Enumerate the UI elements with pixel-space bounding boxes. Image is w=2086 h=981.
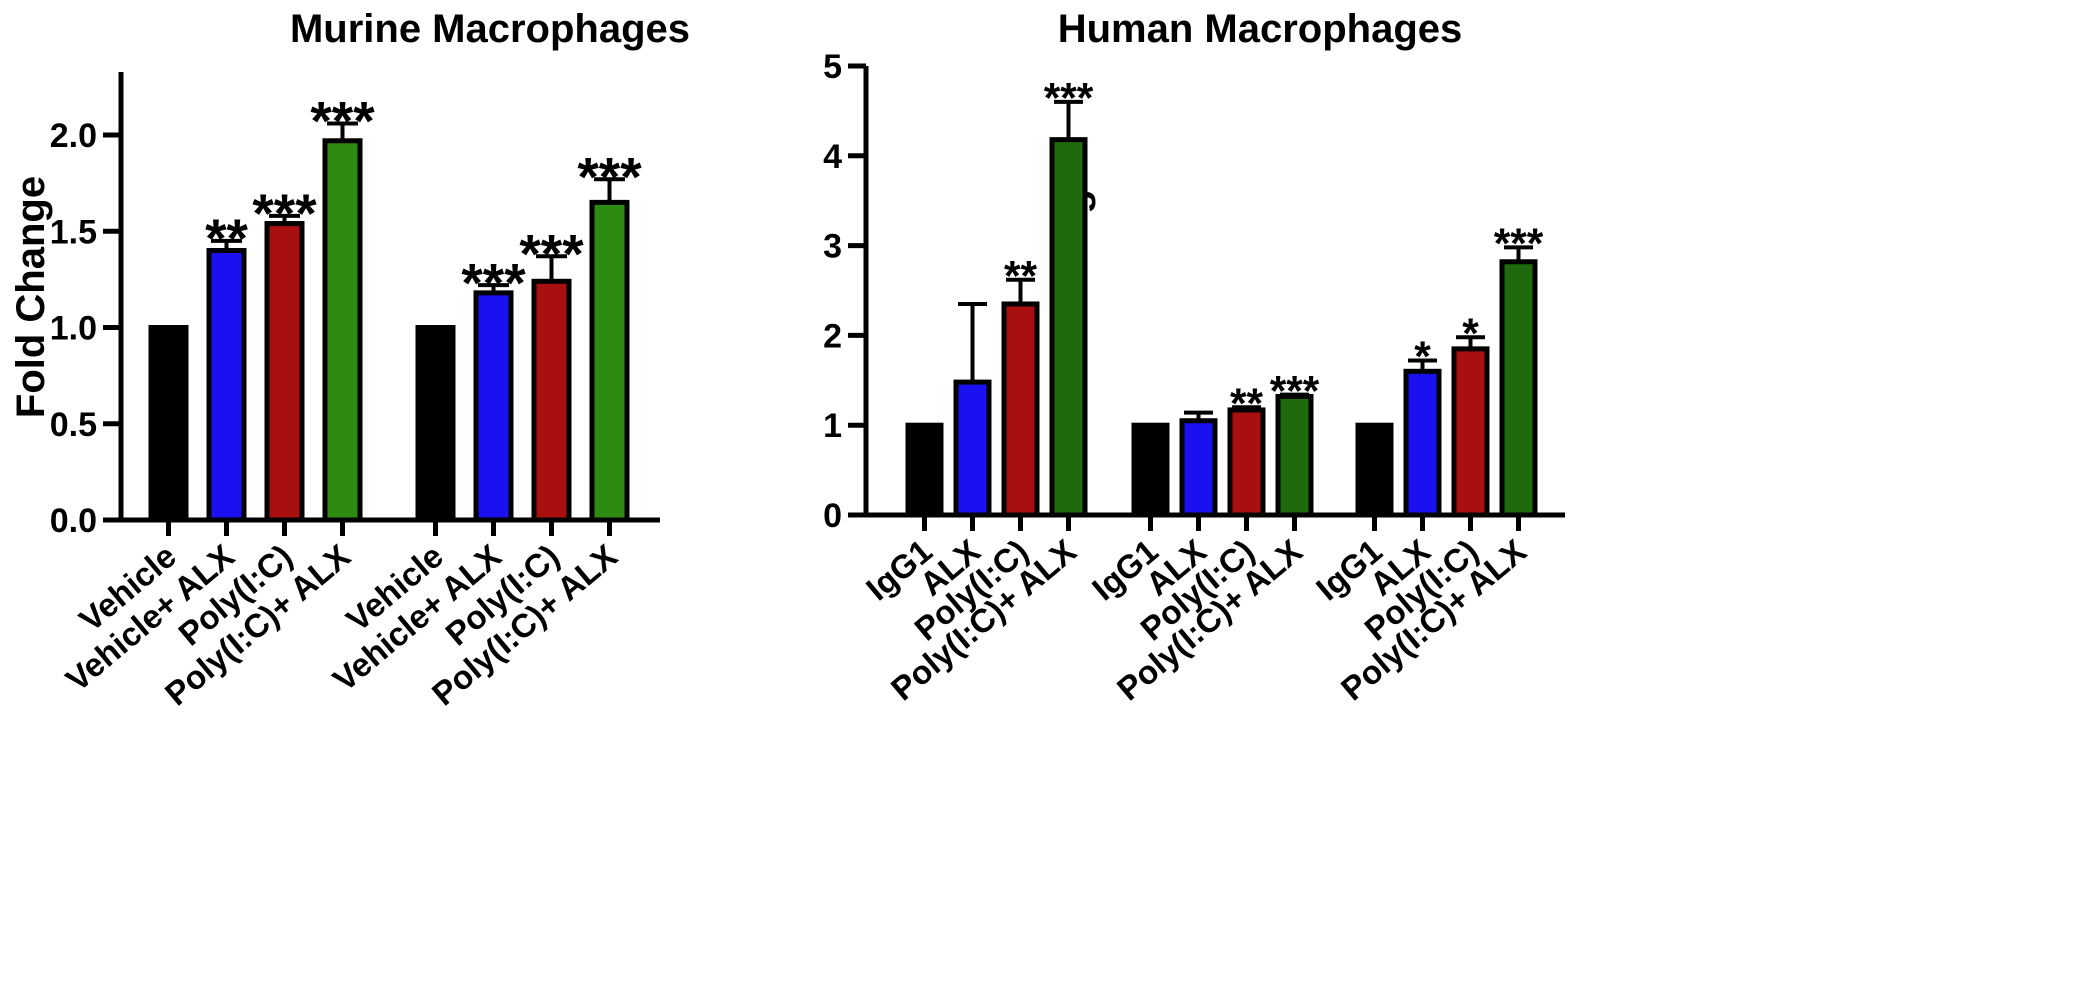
significance-label: *** — [461, 251, 526, 313]
significance-label: *** — [519, 222, 584, 284]
chart-title: Murine Macrophages — [290, 7, 690, 51]
significance-label: *** — [1270, 368, 1320, 415]
significance-label: *** — [252, 182, 317, 244]
bars: ******* **** **** — [905, 76, 1544, 518]
bar — [1001, 301, 1040, 518]
bar — [1451, 346, 1490, 518]
y-tick-label: 1.0 — [50, 310, 97, 348]
y-tick-label: 4 — [823, 138, 842, 176]
y-axis-label: Fold Change — [9, 176, 53, 418]
bar — [1131, 422, 1170, 518]
significance-label: *** — [577, 145, 642, 207]
bar — [1049, 137, 1088, 518]
bar — [1355, 422, 1394, 518]
y-tick-label: 0.0 — [50, 502, 97, 540]
significance-label: ** — [1230, 381, 1264, 428]
bar — [905, 422, 944, 518]
bar — [589, 199, 630, 523]
significance-label: *** — [310, 90, 375, 152]
y-tick-label: 1.5 — [50, 213, 97, 251]
bar — [1179, 418, 1218, 518]
bar — [264, 221, 305, 523]
chart-title: Human Macrophages — [1058, 7, 1463, 51]
significance-label: * — [1414, 334, 1431, 381]
y-tick-label: 5 — [823, 48, 842, 86]
bar — [473, 290, 514, 523]
bar — [953, 379, 992, 518]
y-tick-label: 3 — [823, 228, 842, 266]
significance-label: ** — [1004, 253, 1038, 300]
bars: ** *************** — [148, 90, 642, 523]
y-tick-label: 0.5 — [50, 406, 97, 444]
bar — [206, 248, 247, 523]
murine-panel: Murine Macrophages Fold Change 0.0 0.5 1.0… — [9, 7, 690, 712]
y-tick-label: 1 — [823, 407, 842, 445]
significance-label: *** — [1044, 76, 1094, 123]
bar — [415, 325, 456, 523]
bar — [1403, 368, 1442, 518]
y-tick-label: 2 — [823, 317, 842, 355]
significance-label: *** — [1494, 221, 1544, 268]
y-tick-label: 0 — [823, 497, 842, 535]
y-tick-label: 2.0 — [50, 117, 97, 155]
bar — [148, 325, 189, 523]
bar — [531, 278, 572, 523]
significance-label: ** — [205, 207, 248, 269]
significance-label: * — [1462, 311, 1479, 358]
bar — [322, 138, 363, 523]
bar — [1499, 259, 1538, 518]
